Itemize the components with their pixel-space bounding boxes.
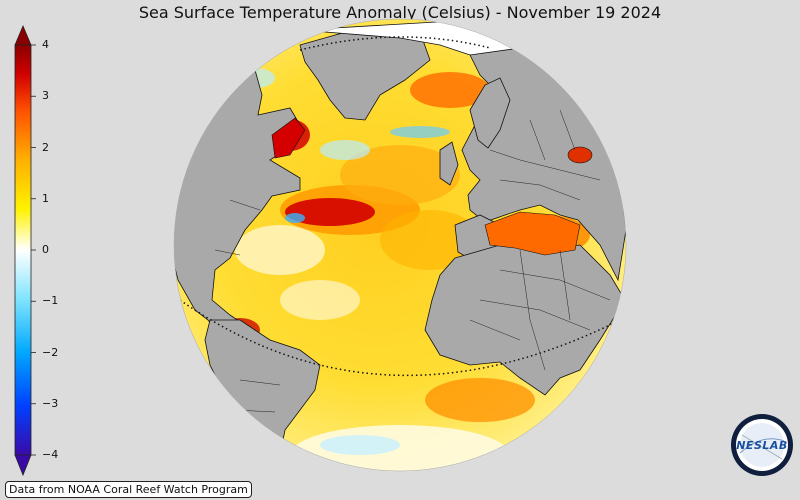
colorbar-tick-label: 2 bbox=[42, 140, 49, 154]
land-british-isles bbox=[439, 141, 459, 186]
colorbar-tick-label: 4 bbox=[42, 38, 49, 51]
colorbar-tick-label: −2 bbox=[42, 345, 59, 359]
colorbar-bottom-arrow bbox=[14, 454, 32, 477]
colorbar-tick-label: −1 bbox=[42, 294, 59, 308]
latitude-lines bbox=[179, 36, 621, 377]
colorbar-tick-label: 0 bbox=[42, 243, 49, 256]
sea-hudson-bay bbox=[271, 117, 306, 159]
neslab-logo[interactable]: NESLAB bbox=[730, 413, 794, 481]
colorbar-ticks bbox=[31, 44, 36, 456]
colorbar-tick-label: 3 bbox=[42, 89, 49, 103]
data-credit: Data from NOAA Coral Reef Watch Program bbox=[5, 481, 252, 498]
colorbar bbox=[14, 24, 36, 477]
colorbar-tick-label: −4 bbox=[42, 448, 59, 461]
page-title: Sea Surface Temperature Anomaly (Celsius… bbox=[138, 3, 662, 22]
logo-text: NESLAB bbox=[736, 438, 788, 452]
sea-black bbox=[567, 146, 593, 164]
colorbar-tick-label: −3 bbox=[42, 396, 59, 410]
globe-outline bbox=[173, 18, 627, 472]
sea-mediterranean bbox=[484, 211, 581, 256]
colorbar-tick-label: 1 bbox=[42, 191, 49, 205]
logo-icon bbox=[731, 414, 793, 476]
land-scandinavia bbox=[469, 77, 511, 149]
